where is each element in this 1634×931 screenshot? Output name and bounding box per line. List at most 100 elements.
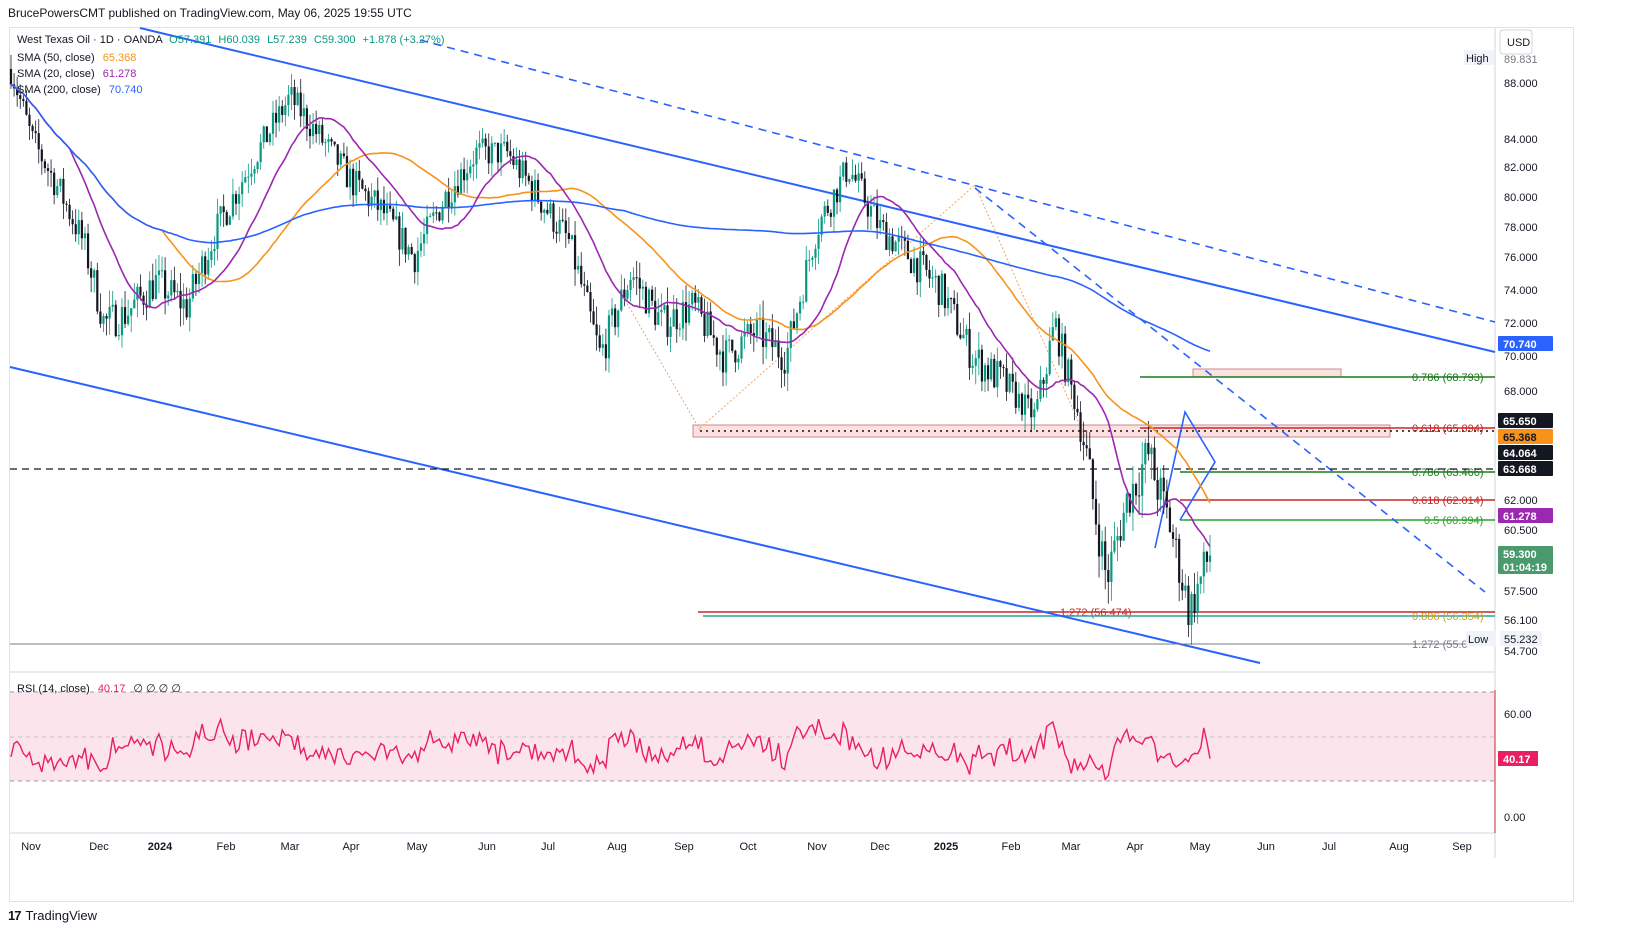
candle-body bbox=[108, 306, 111, 319]
candle-body bbox=[102, 315, 105, 324]
candle-body bbox=[435, 212, 438, 214]
ohlc-high: H60.039 bbox=[218, 34, 260, 46]
candle-body bbox=[339, 153, 342, 165]
candle-body bbox=[1057, 318, 1061, 357]
candle-body bbox=[1119, 535, 1122, 541]
time-tick-label: Feb bbox=[1002, 841, 1021, 853]
legend-rsi-trailing: ∅ ∅ ∅ ∅ bbox=[133, 683, 181, 695]
price-tag: 63.668 bbox=[1503, 464, 1537, 476]
candle-body bbox=[148, 280, 151, 308]
candle-body bbox=[527, 175, 530, 182]
candle-body bbox=[1174, 538, 1178, 540]
candle-body bbox=[1036, 399, 1039, 410]
candle-body bbox=[663, 305, 666, 310]
candle-body bbox=[71, 219, 74, 225]
candle-body bbox=[361, 179, 364, 189]
candle-body bbox=[715, 337, 718, 355]
candle-body bbox=[352, 168, 355, 196]
candle-body bbox=[857, 173, 860, 181]
price-tick-label: 68.000 bbox=[1504, 386, 1538, 398]
candle-body bbox=[734, 350, 737, 363]
candle-body bbox=[891, 236, 894, 252]
candle-body bbox=[487, 146, 490, 164]
candle-body bbox=[906, 240, 910, 260]
candle-body bbox=[247, 176, 250, 178]
legend-sma20[interactable]: SMA (20, close) 61.278 bbox=[17, 68, 136, 80]
candle-body bbox=[164, 270, 167, 299]
candle-body bbox=[610, 308, 614, 316]
candle-body bbox=[771, 328, 774, 348]
candle-body bbox=[521, 160, 524, 179]
legend-sma50[interactable]: SMA (50, close) 65.368 bbox=[17, 52, 136, 64]
candle-body bbox=[56, 186, 59, 196]
candle-body bbox=[194, 273, 198, 284]
candle-body bbox=[1178, 538, 1181, 583]
candle-body bbox=[795, 313, 799, 329]
candle-body bbox=[1162, 477, 1165, 492]
candle-body bbox=[604, 344, 607, 359]
candle-body bbox=[9, 69, 13, 85]
candle-body bbox=[503, 141, 506, 144]
candle-body bbox=[117, 335, 120, 337]
candle-body bbox=[1085, 445, 1088, 449]
legend-rsi[interactable]: RSI (14, close) 40.17 ∅ ∅ ∅ ∅ bbox=[17, 683, 181, 695]
candle-body bbox=[86, 233, 90, 269]
candle-body bbox=[577, 265, 580, 270]
candle-body bbox=[385, 205, 389, 214]
price-tag-bg bbox=[1464, 50, 1494, 65]
candle-body bbox=[854, 174, 857, 181]
candle-body bbox=[404, 227, 407, 255]
candle-body bbox=[496, 142, 500, 163]
candle-body bbox=[817, 234, 820, 249]
price-tag-bg bbox=[1466, 631, 1496, 646]
time-tick-label: 2024 bbox=[148, 841, 173, 853]
candle-body bbox=[53, 172, 56, 196]
rsi-tag: 40.17 bbox=[1503, 754, 1531, 766]
candle-body bbox=[1002, 366, 1005, 369]
candle-body bbox=[321, 124, 324, 143]
candle-body bbox=[197, 272, 201, 284]
time-tick-label: May bbox=[407, 841, 428, 853]
candle-body bbox=[213, 248, 216, 252]
candle-body bbox=[31, 125, 34, 132]
candle-body bbox=[644, 286, 648, 314]
candle-body bbox=[1073, 384, 1076, 409]
candle-body bbox=[620, 289, 623, 311]
candle-body bbox=[540, 201, 543, 213]
fib-connector bbox=[974, 184, 1086, 438]
candle-body bbox=[1023, 394, 1027, 415]
candle-body bbox=[909, 259, 913, 273]
price-tag: 64.064 bbox=[1503, 448, 1538, 460]
candle-body bbox=[256, 162, 259, 170]
candle-body bbox=[1138, 495, 1141, 497]
candle-body bbox=[348, 168, 352, 188]
candle-body bbox=[182, 299, 185, 309]
candle-body bbox=[80, 220, 83, 239]
candle-body bbox=[1141, 464, 1144, 496]
legend-sma200[interactable]: SMA (200, close) 70.740 bbox=[17, 84, 142, 96]
upper-channel-line bbox=[139, 27, 1496, 353]
candle-body bbox=[1011, 373, 1014, 382]
candle-body bbox=[937, 275, 940, 305]
rsi-tick-label: 0.00 bbox=[1504, 812, 1525, 824]
candle-body bbox=[133, 299, 136, 309]
candle-body bbox=[740, 336, 743, 359]
candle-body bbox=[555, 231, 558, 234]
candle-body bbox=[210, 251, 213, 260]
candle-body bbox=[96, 270, 99, 312]
candle-body bbox=[845, 162, 848, 182]
candle-body bbox=[1144, 442, 1147, 465]
price-tick-label: 54.700 bbox=[1504, 646, 1538, 658]
candle-body bbox=[573, 235, 577, 270]
candle-body bbox=[83, 233, 87, 239]
candle-body bbox=[114, 304, 117, 337]
candle-body bbox=[324, 142, 327, 144]
candle-body bbox=[684, 302, 688, 323]
candle-body bbox=[68, 204, 71, 220]
candle-body bbox=[549, 203, 552, 214]
candle-body bbox=[1128, 493, 1131, 513]
candle-body bbox=[709, 311, 712, 336]
time-tick-label: Dec bbox=[870, 841, 890, 853]
candle-body bbox=[1076, 408, 1079, 413]
